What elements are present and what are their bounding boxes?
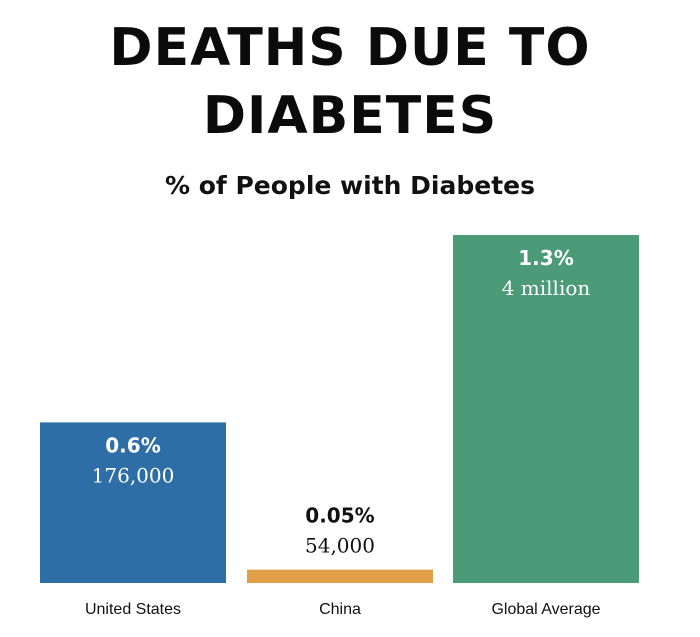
- value-label-china: 0.05%: [305, 504, 374, 528]
- chart-subtitle: % of People with Diabetes: [164, 171, 536, 200]
- chart-title: DEATHS DUE TO DIABETES: [0, 14, 700, 150]
- category-label-china: China: [319, 601, 361, 618]
- value-label-global-average: 1.3%: [518, 246, 573, 270]
- title-line-1: DEATHS DUE TO: [109, 18, 591, 78]
- category-label-united-states: United States: [85, 601, 181, 618]
- bar-united-states: [40, 422, 226, 583]
- bar-global-average: [453, 235, 639, 583]
- count-label-global-average: 4 million: [502, 276, 591, 300]
- title-line-2: DIABETES: [202, 86, 498, 146]
- bar-china: [247, 569, 433, 583]
- value-label-united-states: 0.6%: [105, 433, 160, 457]
- category-label-global-average: Global Average: [491, 601, 600, 618]
- count-label-china: 54,000: [305, 534, 375, 558]
- count-label-united-states: 176,000: [92, 463, 175, 487]
